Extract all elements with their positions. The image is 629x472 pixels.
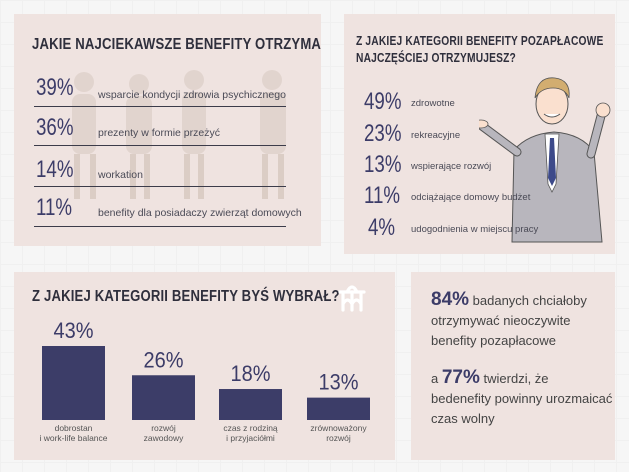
panel1-divider bbox=[34, 106, 286, 107]
category-label: i przyjaciółmi bbox=[226, 433, 275, 443]
panel2-label: zdrowotne bbox=[411, 98, 455, 109]
panel1-label: prezenty w formie przeżyć bbox=[98, 127, 220, 139]
stat-percent: 84% bbox=[431, 289, 470, 310]
panel1-value: 39% bbox=[36, 74, 74, 101]
panel1-label: benefity dla posiadaczy zwierząt domowyc… bbox=[98, 207, 302, 219]
panel-received-categories: Z JAKIEJ KATEGORII BENEFITY POZAPŁACOWE … bbox=[344, 14, 615, 254]
category-label: zawodowy bbox=[144, 433, 184, 443]
panel2-title-line2: NAJCZĘŚCIEJ OTRZYMUJESZ? bbox=[356, 51, 516, 65]
panel1-label: workation bbox=[98, 169, 143, 181]
mm-logo-icon bbox=[338, 285, 366, 312]
panel1-divider bbox=[34, 145, 286, 146]
panel2-value: 4% bbox=[368, 214, 396, 241]
businessman-illustration bbox=[479, 77, 611, 243]
panel1-label: wsparcie kondycji zdrowia psychicznego bbox=[98, 89, 286, 101]
bar-value-label: 13% bbox=[319, 370, 359, 395]
bar bbox=[307, 397, 370, 420]
panel2-label: udogodnienia w miejscu pracy bbox=[411, 224, 539, 235]
category-label: dobrostan bbox=[55, 423, 93, 433]
category-label: czas z rodziną bbox=[223, 423, 278, 433]
panel1-title: JAKIE NAJCIEKAWSZE BENEFITY OTRZYMAŁEŚ? bbox=[32, 36, 321, 53]
panel-most-interesting-benefits: JAKIE NAJCIEKAWSZE BENEFITY OTRZYMAŁEŚ? bbox=[14, 14, 321, 246]
panel2-value: 23% bbox=[364, 120, 402, 147]
panel1-value: 11% bbox=[36, 194, 73, 221]
category-label: zrównoważony bbox=[310, 423, 367, 433]
stat-block-2: a 77% twierdzi, że bedenefity powinny ur… bbox=[431, 368, 613, 429]
panel3-title: Z JAKIEJ KATEGORII BENEFITY BYŚ WYBRAŁ? bbox=[32, 288, 340, 305]
bar bbox=[42, 346, 105, 420]
stat-text: a bbox=[431, 371, 439, 386]
stat-text: badanych chciałoby bbox=[472, 293, 587, 308]
stat-percent: 77% bbox=[441, 367, 480, 388]
stat-block-1: 84% badanych chciałoby otrzymywać nieocz… bbox=[431, 290, 611, 351]
stat-text: twierdzi, że bbox=[483, 371, 549, 386]
stat-text: czas wolny bbox=[431, 411, 495, 426]
panel1-divider bbox=[34, 186, 286, 187]
bar bbox=[132, 375, 195, 420]
panel2-label: odciążające domowy budżet bbox=[411, 192, 531, 203]
panel2-value: 13% bbox=[364, 151, 402, 178]
panel1-divider bbox=[34, 226, 286, 227]
panel1-value: 14% bbox=[36, 156, 74, 183]
category-label: rozwój bbox=[326, 433, 351, 443]
panel-key-stats: 84% badanych chciałoby otrzymywać nieocz… bbox=[411, 272, 615, 460]
panel2-label: rekreacyjne bbox=[411, 130, 461, 141]
bar-value-label: 26% bbox=[144, 347, 184, 372]
bar-value-label: 43% bbox=[54, 318, 94, 343]
panel2-value: 49% bbox=[364, 88, 402, 115]
category-label: i work-life balance bbox=[39, 433, 107, 443]
panel2-title-line1: Z JAKIEJ KATEGORII BENEFITY POZAPŁACOWE bbox=[356, 34, 604, 48]
stat-text: otrzymywać nieoczywite bbox=[431, 313, 571, 328]
bar-value-label: 18% bbox=[231, 361, 271, 386]
category-label: rozwój bbox=[151, 423, 176, 433]
stat-text: benefity pozapłacowe bbox=[431, 333, 557, 348]
stat-text: bedenefity powinny urozmaicać bbox=[431, 391, 613, 406]
panel2-label: wspierające rozwój bbox=[411, 161, 492, 172]
panel2-value: 11% bbox=[364, 182, 401, 209]
people-photo-illustration bbox=[72, 70, 286, 199]
panel1-value: 36% bbox=[36, 114, 74, 141]
bar bbox=[219, 389, 282, 420]
